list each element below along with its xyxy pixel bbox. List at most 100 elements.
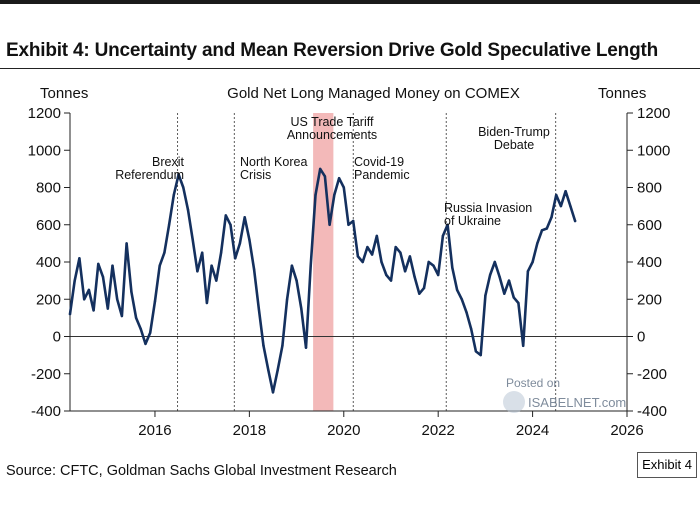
data-point xyxy=(455,288,459,292)
data-point xyxy=(281,344,284,347)
data-point xyxy=(158,264,161,267)
data-point xyxy=(134,316,138,320)
data-point xyxy=(465,311,468,314)
xtick-label: 2024 xyxy=(516,422,549,439)
data-point xyxy=(248,238,251,241)
event-label-4: Russia Invasion xyxy=(444,201,532,215)
data-point xyxy=(243,216,246,219)
watermark-line2: ISABELNET.com xyxy=(528,395,626,410)
data-point xyxy=(337,177,341,180)
data-point xyxy=(252,268,256,271)
data-point xyxy=(144,342,147,346)
xtick-label: 2022 xyxy=(421,422,454,439)
data-point xyxy=(522,344,525,347)
xtick-label: 2020 xyxy=(327,422,360,439)
data-point xyxy=(446,223,449,226)
data-point xyxy=(394,245,397,249)
data-point xyxy=(550,216,553,219)
ytick-label-right: -400 xyxy=(637,403,667,420)
data-point xyxy=(418,292,421,295)
ytick-label-left: 600 xyxy=(36,217,61,234)
data-point xyxy=(125,242,128,245)
ylabel-right: Tonnes xyxy=(598,85,646,102)
data-point xyxy=(370,253,374,256)
data-point xyxy=(87,288,91,292)
data-point xyxy=(531,260,534,264)
ytick-label-left: 800 xyxy=(36,180,61,197)
data-point xyxy=(304,346,308,349)
data-point xyxy=(413,275,416,279)
data-point xyxy=(342,186,345,189)
data-point xyxy=(224,214,227,217)
data-point xyxy=(300,307,303,310)
data-point xyxy=(73,279,76,282)
data-point xyxy=(267,368,270,372)
data-point xyxy=(389,279,393,282)
data-point xyxy=(385,273,388,277)
data-point xyxy=(399,251,402,254)
ytick-label-right: 1200 xyxy=(637,105,670,122)
data-point xyxy=(347,223,350,226)
data-point xyxy=(262,344,265,347)
source-note: Source: CFTC, Goldman Sachs Global Inves… xyxy=(6,463,397,479)
data-point xyxy=(488,273,492,277)
ytick-label-right: -200 xyxy=(637,366,667,383)
data-point xyxy=(441,234,445,238)
ytick-label-left: 0 xyxy=(53,329,61,346)
xtick-label: 2018 xyxy=(233,422,266,439)
series-line xyxy=(68,167,577,394)
event-label-1: North Korea xyxy=(240,155,307,169)
data-point xyxy=(479,353,482,357)
data-point xyxy=(366,245,369,249)
title-rule xyxy=(0,68,700,69)
data-point xyxy=(111,264,114,267)
data-point xyxy=(285,298,289,301)
data-point xyxy=(238,242,242,245)
data-point xyxy=(460,298,463,301)
data-point xyxy=(219,251,223,254)
data-point xyxy=(215,279,218,282)
event-label-0: Brexit xyxy=(152,155,184,169)
exhibit-tag: Exhibit 4 xyxy=(637,452,697,478)
data-point xyxy=(352,219,355,223)
data-point xyxy=(172,193,175,197)
data-point xyxy=(559,204,563,208)
data-point xyxy=(153,299,157,303)
data-point xyxy=(474,350,478,353)
ytick-label-left: -200 xyxy=(31,366,61,383)
data-point xyxy=(437,273,440,277)
watermark-line1: Posted on xyxy=(506,376,560,390)
data-point xyxy=(540,229,544,232)
data-point xyxy=(201,251,204,254)
data-point xyxy=(130,290,133,293)
data-point xyxy=(177,173,180,176)
data-point xyxy=(484,294,487,297)
data-point xyxy=(234,257,237,260)
ytick-label-left: -400 xyxy=(31,403,61,420)
data-point xyxy=(149,331,152,334)
data-point xyxy=(83,298,86,301)
data-point xyxy=(196,270,199,273)
data-point xyxy=(309,264,312,267)
data-point xyxy=(271,391,275,394)
chart-title: Gold Net Long Managed Money on COMEX xyxy=(227,85,520,102)
event-label-2: Announcements xyxy=(287,128,377,142)
event-label-4: of Ukraine xyxy=(444,214,501,228)
data-point xyxy=(328,223,331,226)
ytick-label-right: 600 xyxy=(637,217,662,234)
exhibit-title: Exhibit 4: Uncertainty and Mean Reversio… xyxy=(6,40,659,61)
ytick-label-right: 400 xyxy=(637,254,662,271)
data-point xyxy=(498,275,501,279)
ytick-label-left: 200 xyxy=(36,291,61,308)
data-point xyxy=(182,186,185,189)
data-point xyxy=(507,279,511,282)
data-point xyxy=(432,264,435,267)
data-point xyxy=(319,167,322,171)
event-label-5: Debate xyxy=(494,138,534,152)
data-point xyxy=(408,255,412,258)
data-point xyxy=(573,219,577,223)
data-point xyxy=(356,255,360,258)
data-point xyxy=(290,264,294,267)
ytick-label-right: 0 xyxy=(637,329,645,346)
